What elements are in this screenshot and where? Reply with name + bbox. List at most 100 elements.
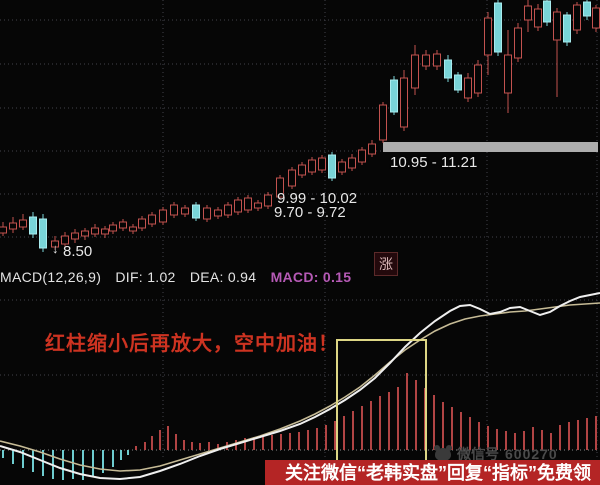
macd-hist-bar [72, 450, 74, 479]
price-range-low-label: 9.70 - 9.72 [274, 204, 346, 221]
macd-hist-bar [2, 450, 4, 458]
promo-banner: 关注微信“老韩实盘”回复“指标”免费领 [265, 460, 600, 485]
macd-hist-bar [262, 436, 264, 450]
macd-hist-bar [42, 450, 44, 476]
macd-hist-bar [144, 442, 146, 450]
candle-body [358, 149, 366, 163]
candle-body [29, 216, 37, 235]
candle-body [318, 157, 326, 171]
candle-body [494, 2, 502, 53]
candle-body [234, 199, 242, 213]
candle-body [338, 161, 346, 173]
watermark-name: 微信号 [457, 446, 499, 462]
macd-hist-bar [487, 426, 489, 450]
candle-body [138, 218, 146, 229]
price-range-high-label: 10.95 - 11.21 [390, 154, 478, 171]
candle-body [573, 4, 581, 31]
watermark: 微信号 600270 [434, 444, 558, 464]
candle-body [181, 207, 189, 215]
candle-body [422, 54, 430, 67]
candle-body [288, 169, 296, 187]
macd-hist-bar [151, 436, 153, 450]
candle-body [61, 235, 69, 245]
candle-body [224, 204, 232, 216]
macd-hist-bar [307, 430, 309, 450]
candle-body [454, 74, 462, 91]
macd-hist-bar [135, 446, 137, 450]
candle-body [129, 226, 137, 232]
macd-hist-bar [22, 450, 24, 468]
macd-value-label: MACD: 0.15 [270, 269, 352, 285]
dif-line [0, 292, 600, 481]
commentary-annotation: 红柱缩小后再放大，空中加油！ [45, 333, 339, 355]
macd-hist-bar [159, 430, 161, 450]
candle-body [192, 204, 200, 219]
macd-hist-bar [298, 432, 300, 450]
candle-body [474, 64, 482, 94]
candle-body [51, 240, 59, 248]
low-price-label: 8.50 [63, 243, 93, 260]
macd-hist-bar [388, 392, 390, 450]
candle-body [543, 0, 551, 23]
macd-hist-bar [577, 420, 579, 450]
candle-body [534, 8, 542, 28]
macd-hist-bar [244, 438, 246, 450]
candle-body [276, 177, 284, 198]
macd-hist-bar [433, 395, 435, 450]
macd-hist-bar [183, 440, 185, 450]
macd-hist-bar [595, 416, 597, 450]
macd-hist-bar [532, 427, 534, 450]
candle-body [264, 194, 272, 207]
candle-body [214, 209, 222, 217]
macd-hist-bar [112, 450, 114, 467]
macd-hist-bar [62, 450, 64, 480]
macd-hist-bar [92, 450, 94, 477]
candle-body [484, 17, 492, 56]
candle-body [101, 228, 109, 235]
macd-hist-bar [191, 442, 193, 450]
macd-hist-bar [469, 417, 471, 450]
macd-hist-bar [568, 422, 570, 450]
macd-hist-bar [217, 444, 219, 450]
candle-body [159, 209, 167, 223]
candle-body [81, 230, 89, 237]
candle-body [563, 14, 571, 43]
macd-hist-bar [127, 450, 129, 455]
macd-hist-bar [415, 380, 417, 450]
macd-hist-bar [325, 425, 327, 450]
macd-hist-bar [199, 443, 201, 450]
candle-body [170, 204, 178, 216]
macd-hist-bar [550, 433, 552, 450]
macd-hist-bar [541, 430, 543, 450]
macd-hist-bar [478, 422, 480, 450]
low-arrow-icon: ↓ [52, 241, 59, 256]
candle-body [553, 11, 561, 41]
macd-hist-bar [334, 421, 336, 450]
macd-hist-bar [370, 401, 372, 450]
macd-hist-bar [559, 425, 561, 450]
candle-body [119, 221, 127, 229]
candle-body [368, 143, 376, 155]
macd-hist-bar [451, 407, 453, 450]
candle-body [514, 27, 522, 59]
candle-body [254, 202, 262, 209]
candle-body [71, 232, 79, 240]
candle-body [400, 77, 408, 128]
panda-icon [434, 444, 452, 461]
macd-hist-bar [316, 428, 318, 450]
candle-body [379, 104, 387, 141]
dif-value-label: DIF: 1.02 [115, 269, 176, 285]
watermark-code: 600270 [505, 446, 558, 462]
macd-hist-bar [514, 433, 516, 450]
candle-body [19, 219, 27, 228]
macd-hist-bar [12, 450, 14, 464]
candle-body [411, 54, 419, 89]
rise-badge: 涨 [374, 252, 398, 276]
dea-value-label: DEA: 0.94 [189, 269, 257, 285]
candle-body [109, 224, 117, 232]
candle-body [298, 164, 306, 176]
candle-body [592, 7, 600, 29]
macd-hist-bar [289, 433, 291, 450]
